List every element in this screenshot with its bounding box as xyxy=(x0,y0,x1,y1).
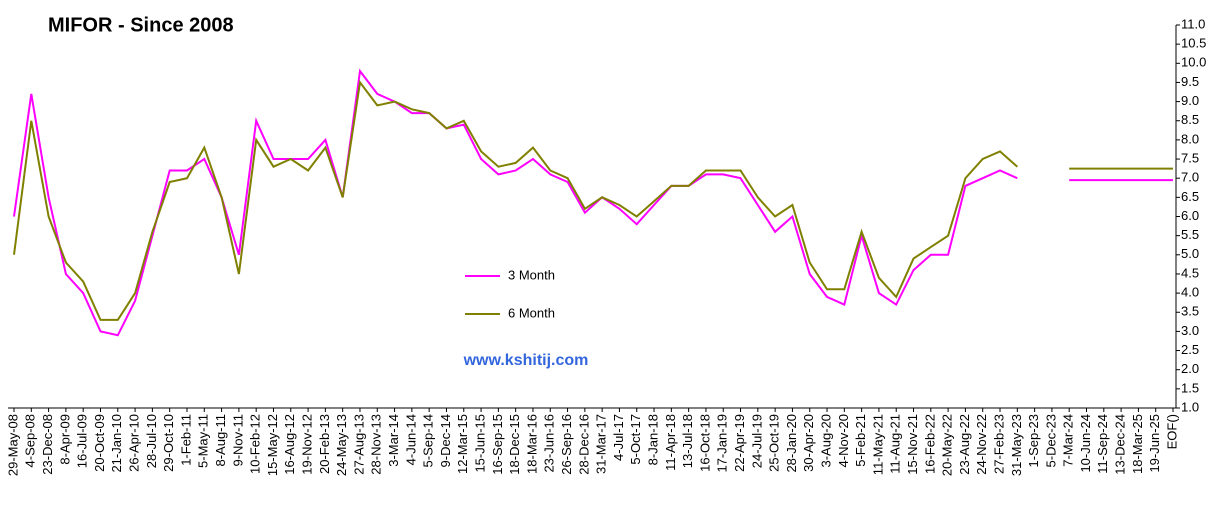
y-tick-label: 6.5 xyxy=(1181,189,1199,204)
x-tick-label: EOF() xyxy=(1164,414,1179,449)
x-tick-label: 8-Jan-18 xyxy=(645,414,660,465)
y-tick-label: 11.0 xyxy=(1181,16,1205,31)
y-tick-label: 6.0 xyxy=(1181,208,1199,223)
x-tick-label: 11-May-21 xyxy=(870,414,885,475)
x-tick-label: 27-Aug-13 xyxy=(351,414,366,475)
y-tick-label: 1.5 xyxy=(1181,380,1199,395)
legend-label: 3 Month xyxy=(508,267,555,282)
x-tick-label: 28-Jan-20 xyxy=(784,414,799,473)
x-tick-label: 19-Jun-25 xyxy=(1147,414,1162,473)
x-tick-label: 29-May-08 xyxy=(5,414,20,476)
y-tick-label: 5.0 xyxy=(1181,246,1199,261)
x-tick-label: 28-Nov-13 xyxy=(369,414,384,475)
x-tick-label: 4-Sep-08 xyxy=(23,414,38,467)
x-tick-label: 26-Apr-10 xyxy=(127,414,142,472)
y-tick-label: 7.0 xyxy=(1181,170,1199,185)
x-tick-label: 11-Sep-24 xyxy=(1095,414,1110,474)
x-tick-label: 7-Mar-24 xyxy=(1061,414,1076,467)
x-tick-label: 5-Dec-23 xyxy=(1043,414,1058,467)
line-series xyxy=(13,68,1173,337)
x-tick-label: 20-Feb-13 xyxy=(317,414,332,474)
x-tick-label: 13-Jul-18 xyxy=(680,414,695,468)
x-tick-label: 20-Oct-09 xyxy=(92,414,107,472)
x-tick-label: 16-Sep-15 xyxy=(490,414,505,475)
x-tick-label: 17-Jan-19 xyxy=(715,414,730,473)
y-tick-label: 3.5 xyxy=(1181,304,1199,319)
y-tick-label: 8.5 xyxy=(1181,112,1199,127)
x-tick-label: 4-Jun-14 xyxy=(403,414,418,465)
x-tick-label: 29-Oct-10 xyxy=(161,414,176,472)
x-tick-label: 19-Nov-12 xyxy=(300,414,315,475)
x-tick-label: 16-Jul-09 xyxy=(75,414,90,468)
y-tick-label: 8.0 xyxy=(1181,131,1199,146)
x-tick-label: 18-Mar-25 xyxy=(1130,414,1145,474)
x-tick-label: 12-Mar-15 xyxy=(455,414,470,474)
y-tick-label: 5.5 xyxy=(1181,227,1199,242)
x-tick-label: 1-Sep-23 xyxy=(1026,414,1041,467)
x-tick-label: 3-Mar-14 xyxy=(386,414,401,467)
y-tick-label: 9.0 xyxy=(1181,93,1199,108)
x-tick-label: 23-Aug-22 xyxy=(957,414,972,475)
y-tick-label: 10.5 xyxy=(1181,36,1206,51)
y-tick-label: 1.0 xyxy=(1181,399,1199,414)
x-tick-label: 30-Apr-20 xyxy=(801,414,816,472)
y-tick-label: 2.5 xyxy=(1181,342,1199,357)
y-tick-label: 4.5 xyxy=(1181,265,1199,280)
x-tick-label: 21-Jan-10 xyxy=(109,414,124,473)
watermark: www.kshitij.com xyxy=(463,352,589,369)
x-tick-label: 24-Nov-22 xyxy=(974,414,989,475)
x-tick-label: 24-Jul-19 xyxy=(749,414,764,468)
y-tick-label: 9.5 xyxy=(1181,74,1199,89)
x-tick-label: 1-Feb-11 xyxy=(178,414,193,466)
x-tick-label: 15-May-12 xyxy=(265,414,280,476)
legend-bg xyxy=(458,262,578,328)
x-tick-label: 16-Feb-22 xyxy=(922,414,937,474)
chart-title: MIFOR - Since 2008 xyxy=(48,14,234,36)
x-tick-label: 31-Mar-17 xyxy=(594,414,609,474)
x-tick-label: 24-May-13 xyxy=(334,414,349,476)
x-tick-label: 11-Apr-18 xyxy=(663,414,678,471)
x-tick-label: 20-May-22 xyxy=(940,414,955,476)
x-tick-label: 26-Sep-16 xyxy=(559,414,574,475)
x-tick-label: 23-Dec-08 xyxy=(40,414,55,475)
x-tick-label: 11-Aug-21 xyxy=(888,414,903,474)
x-tick-label: 13-Dec-24 xyxy=(1113,414,1128,475)
x-tick-label: 18-Mar-16 xyxy=(524,414,539,474)
x-tick-label: 31-May-23 xyxy=(1009,414,1024,476)
x-tick-label: 27-Feb-23 xyxy=(991,414,1006,474)
x-tick-label: 25-Oct-19 xyxy=(767,414,782,472)
x-tick-label: 5-Feb-21 xyxy=(853,414,868,467)
x-tick-label: 23-Jun-16 xyxy=(542,414,557,473)
x-tick-label: 16-Oct-18 xyxy=(697,414,712,472)
x-tick-label: 18-Dec-15 xyxy=(507,414,522,475)
x-tick-label: 8-Apr-09 xyxy=(57,414,72,465)
x-tick-label: 3-Aug-20 xyxy=(818,414,833,467)
line-series xyxy=(13,79,1173,321)
y-tick-label: 2.0 xyxy=(1181,361,1199,376)
x-tick-label: 22-Apr-19 xyxy=(732,414,747,472)
x-tick-label: 10-Jun-24 xyxy=(1078,414,1093,473)
x-tick-label: 9-Dec-14 xyxy=(438,414,453,467)
x-tick-label: 15-Jun-15 xyxy=(472,414,487,473)
x-tick-label: 8-Aug-11 xyxy=(213,414,228,467)
x-tick-label: 28-Dec-16 xyxy=(576,414,591,475)
y-tick-label: 4.0 xyxy=(1181,285,1199,300)
x-tick-label: 15-Nov-21 xyxy=(905,414,920,475)
y-tick-label: 3.0 xyxy=(1181,323,1199,338)
x-tick-label: 4-Nov-20 xyxy=(836,414,851,467)
x-tick-label: 10-Feb-12 xyxy=(248,414,263,474)
x-tick-label: 5-Oct-17 xyxy=(628,414,643,465)
x-tick-label: 16-Aug-12 xyxy=(282,414,297,475)
x-tick-label: 9-Nov-11 xyxy=(230,414,245,467)
watermark-bg xyxy=(446,346,606,372)
x-tick-label: 5-Sep-14 xyxy=(421,414,436,467)
x-tick-label: 4-Jul-17 xyxy=(611,414,626,461)
x-tick-label: 5-May-11 xyxy=(196,414,211,468)
legend-label: 6 Month xyxy=(508,305,555,320)
y-tick-label: 7.5 xyxy=(1181,150,1199,165)
y-tick-label: 10.0 xyxy=(1181,55,1206,70)
x-tick-label: 28-Jul-10 xyxy=(144,414,159,468)
